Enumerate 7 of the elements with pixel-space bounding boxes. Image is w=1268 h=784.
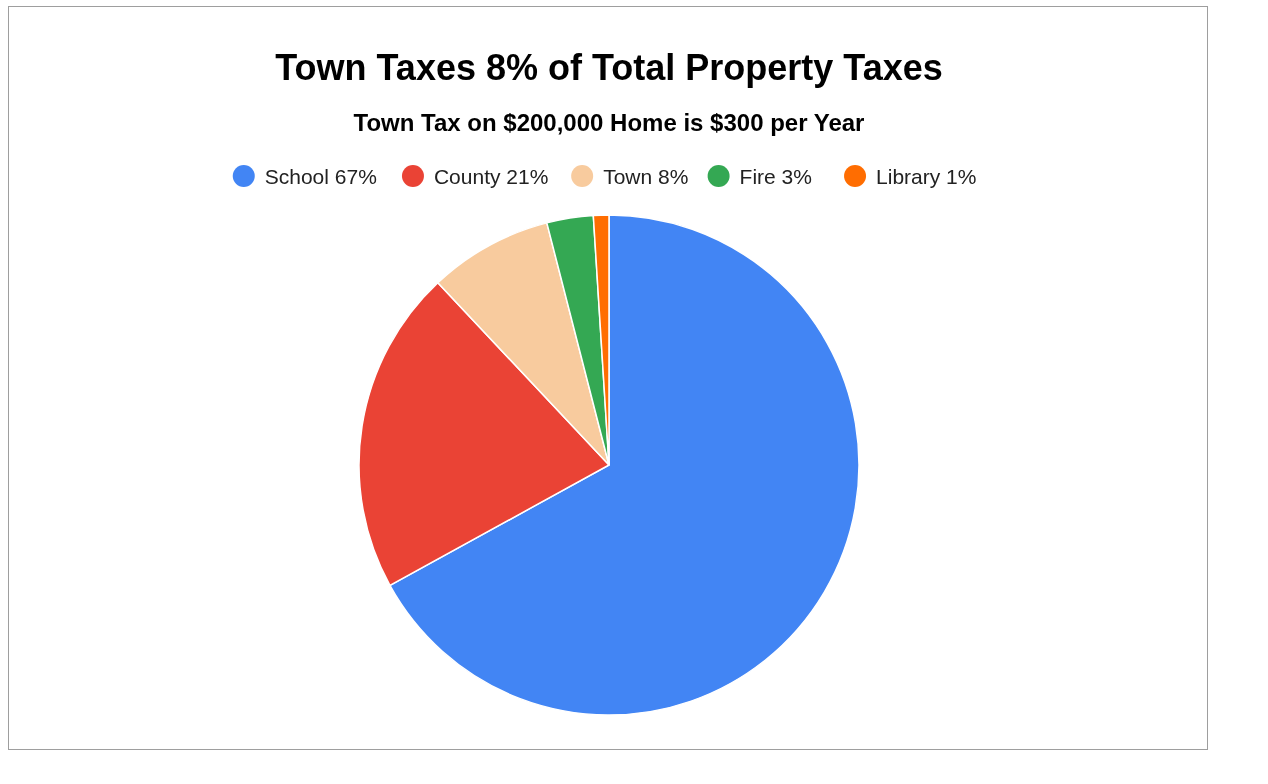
chart-subtitle: Town Tax on $200,000 Home is $300 per Year (353, 108, 865, 136)
chart-title: Town Taxes 8% of Total Property Taxes (275, 46, 943, 88)
legend-label: County 21% (433, 164, 549, 188)
legend-label: Town 8% (603, 164, 689, 188)
legend-label: School 67% (264, 164, 377, 188)
legend-label: Library 1% (876, 164, 977, 188)
legend-label: Fire 3% (739, 164, 812, 188)
